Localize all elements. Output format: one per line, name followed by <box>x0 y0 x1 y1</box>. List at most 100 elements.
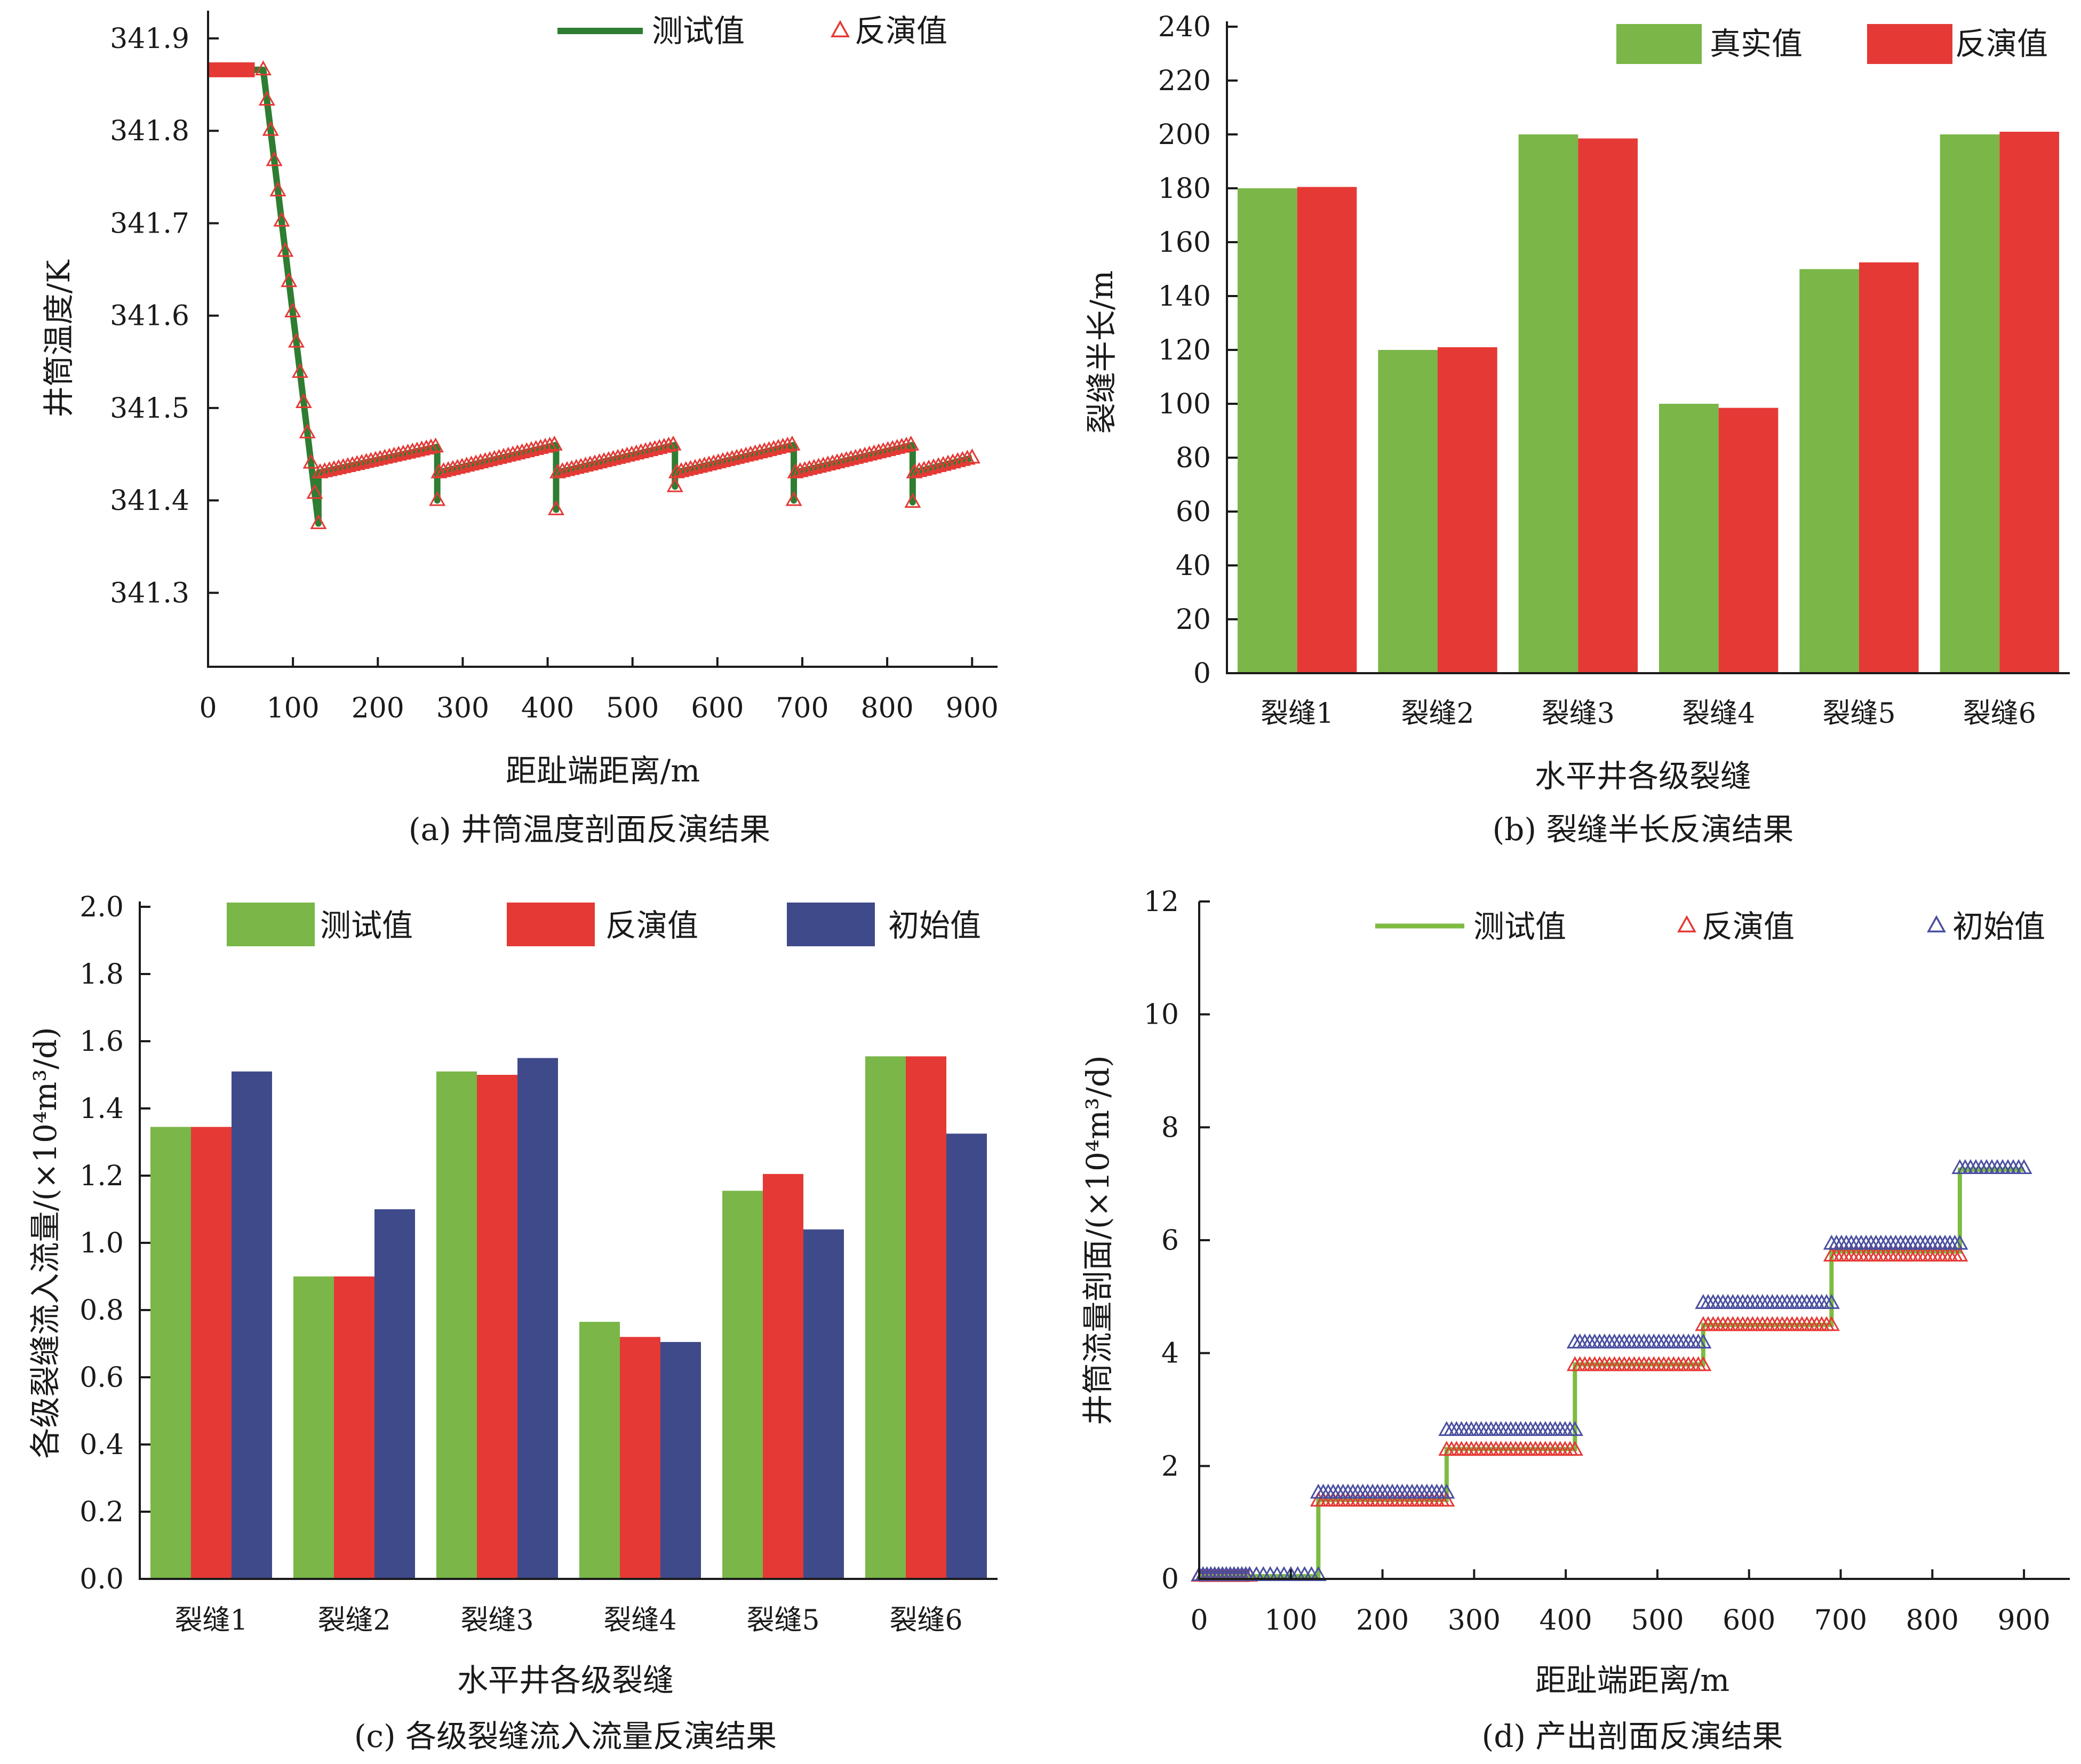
bar-2-裂缝5 <box>1859 262 1919 673</box>
inverse-marker <box>646 440 664 455</box>
inverse-marker <box>495 448 512 463</box>
inverse-marker <box>889 438 906 454</box>
category-label: 裂缝2 <box>1401 698 1474 730</box>
inverse-marker <box>875 442 892 458</box>
legend-test-label: 测试值 <box>1473 908 1566 945</box>
inverse-marker <box>865 444 882 460</box>
inverse-marker <box>376 449 393 464</box>
x-tick-label: 100 <box>1264 1605 1317 1637</box>
inverse-marker <box>682 460 699 475</box>
panel-d-production-profile-chart: 0 100 200 300 400 500 600 700 800 900 0 2 4 6 8 10 12 测… <box>1080 886 2070 1754</box>
bar-2-裂缝1 <box>191 1127 232 1579</box>
y-tick-label: 341.8 <box>110 115 189 147</box>
initial-marker <box>1695 1334 1712 1349</box>
inverse-marker <box>785 491 802 506</box>
series-inverse-start-band <box>208 62 255 77</box>
y-tick-label: 2.0 <box>79 891 124 923</box>
inverse-marker <box>884 440 901 455</box>
inverse-marker <box>547 500 565 515</box>
x-tick-label: 200 <box>1356 1605 1409 1637</box>
bar-2-裂缝3 <box>477 1075 517 1579</box>
x-tick-label: 0 <box>199 692 217 724</box>
panel-c-y-label: 各级裂缝流入流量/(×10⁴m³/d) <box>27 1027 63 1458</box>
x-tick-label: 300 <box>436 692 489 724</box>
category-label: 裂缝6 <box>1963 698 2036 730</box>
category-label: 裂缝4 <box>603 1605 676 1637</box>
inverse-marker <box>444 460 461 475</box>
legend-inverse-label: 反演值 <box>605 907 698 944</box>
inverse-marker <box>879 441 896 457</box>
inverse-marker <box>925 458 942 474</box>
y-tick-label: 0.8 <box>79 1295 124 1327</box>
inverse-marker <box>779 436 796 452</box>
inverse-marker <box>656 437 673 453</box>
inverse-marker <box>954 451 971 466</box>
x-tick-label: 600 <box>691 692 744 724</box>
inverse-marker <box>637 442 654 458</box>
y-tick-label: 120 <box>1158 334 1211 366</box>
bar-1-裂缝2 <box>293 1276 334 1579</box>
inverse-marker <box>518 442 535 458</box>
inverse-marker <box>537 437 554 453</box>
inverse-marker <box>756 442 773 458</box>
y-tick-label: 2 <box>1161 1450 1179 1482</box>
initial-marker <box>1310 1566 1327 1582</box>
inverse-marker <box>386 446 403 462</box>
x-tick-label: 500 <box>1631 1605 1684 1637</box>
panel-b-legend: 真实值 反演值 <box>1616 24 2048 64</box>
x-tick-label: 200 <box>352 692 404 724</box>
inverse-marker <box>572 458 589 473</box>
inverse-marker <box>284 302 301 317</box>
inverse-marker <box>618 446 636 462</box>
bar-2-裂缝4 <box>1718 408 1779 673</box>
panel-a-caption: (a) 井筒温度剖面反演结果 <box>409 811 770 848</box>
inverse-marker <box>254 60 272 76</box>
inverse-marker <box>660 436 677 452</box>
inverse-marker <box>668 463 685 478</box>
inverse-marker <box>277 242 294 257</box>
inverse-marker <box>723 450 740 465</box>
inverse-marker <box>358 453 375 468</box>
inverse-marker <box>430 463 448 478</box>
inverse-marker <box>404 442 421 458</box>
panel-c-y-ticks: 0.0 0.2 0.4 0.6 0.8 1.0 1.2 1.4 1.6 1.8 2.0 <box>79 891 150 1595</box>
panel-c-inflow-chart: 裂缝1 裂缝2 裂缝3 裂缝4 裂缝5 裂缝6 0.0 0.2 0.4 0.6 0.8 1.0 1.2… <box>27 891 998 1754</box>
bar-1-裂缝1 <box>150 1127 191 1579</box>
y-tick-label: 240 <box>1158 11 1211 43</box>
panel-a-marks <box>208 60 980 529</box>
inverse-marker <box>944 453 961 469</box>
inverse-marker <box>1951 1247 1968 1262</box>
bar-2-裂缝2 <box>334 1276 374 1579</box>
inverse-marker <box>765 440 782 455</box>
legend-test-label: 测试值 <box>652 13 745 49</box>
panel-b-bars <box>1238 131 2059 674</box>
y-tick-label: 140 <box>1158 281 1211 313</box>
inverse-marker <box>1823 1316 1840 1331</box>
panel-a-y-label: 井筒温度/K <box>41 259 77 418</box>
category-label: 裂缝3 <box>1542 698 1615 730</box>
inverse-marker <box>427 437 444 453</box>
inverse-marker <box>467 454 484 469</box>
inverse-marker <box>609 449 626 464</box>
inverse-marker <box>449 459 466 474</box>
inverse-marker <box>586 454 603 469</box>
inverse-marker <box>372 450 389 465</box>
bar-1-裂缝6 <box>865 1056 906 1579</box>
inverse-marker <box>700 456 717 471</box>
y-tick-label: 8 <box>1161 1112 1179 1144</box>
panel-d-x-label: 距趾端距离/m <box>1535 1662 1730 1698</box>
inverse-marker <box>523 441 540 457</box>
inverse-marker <box>344 456 361 472</box>
bar-3-裂缝4 <box>660 1342 701 1579</box>
inverse-marker <box>281 272 298 288</box>
x-tick-label: 400 <box>521 692 574 724</box>
y-tick-label: 1.6 <box>79 1026 124 1058</box>
inverse-marker <box>861 445 878 461</box>
legend-inverse-label: 反演值 <box>1955 26 2048 62</box>
panel-a-temperature-chart: 0 100 200 300 400 500 600 700 800 900 341.3341.43… <box>41 11 999 848</box>
inverse-marker <box>903 435 920 451</box>
inverse-marker <box>963 448 980 464</box>
legend-true-label: 真实值 <box>1710 26 1803 62</box>
inverse-marker <box>559 461 576 476</box>
inverse-marker <box>904 493 921 508</box>
